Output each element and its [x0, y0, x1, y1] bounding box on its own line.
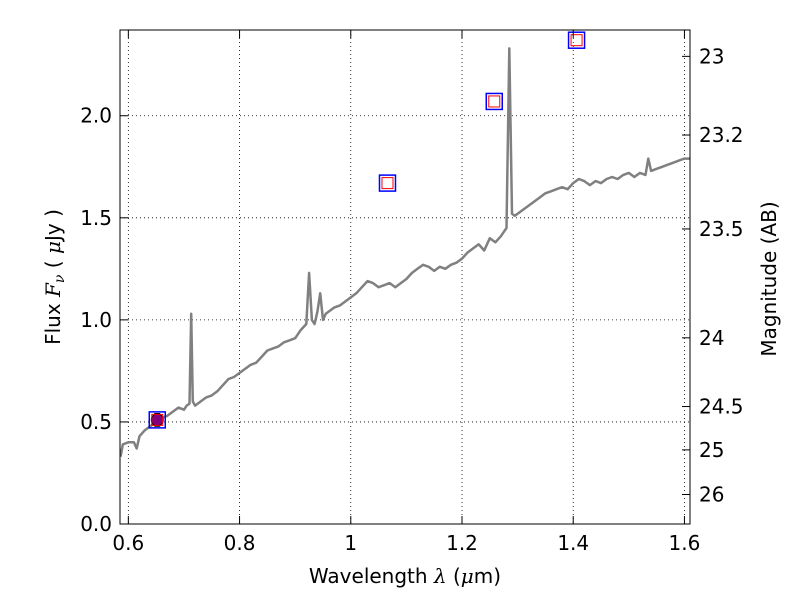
grid-layer — [120, 30, 690, 525]
model-photometry-marker — [151, 413, 164, 426]
plot-frame — [119, 29, 691, 525]
y2-tick-label: 23.2 — [699, 123, 744, 147]
y2-tick-label: 26 — [699, 482, 724, 506]
x-axis-label: Wavelength λ (μm) — [309, 564, 501, 588]
y2-tick-label: 24 — [699, 326, 724, 350]
x-tick-label: 0.8 — [224, 531, 256, 555]
y2-tick-label: 25 — [699, 438, 724, 462]
y-axis-label: Flux Fν ( μJy ) — [41, 209, 68, 345]
y2-tick-label: 24.5 — [699, 395, 744, 419]
x-tick-label: 1.2 — [446, 531, 478, 555]
spectrum-line — [119, 47, 690, 457]
model-photometry-marker — [570, 34, 583, 47]
photometry-marker — [485, 92, 504, 111]
y-tick-label: 1.0 — [80, 308, 112, 332]
model-photometry-marker — [488, 95, 501, 108]
y2-tick-label: 23.5 — [699, 217, 744, 241]
x-tick-label: 0.6 — [112, 531, 144, 555]
y-tick-label: 0.5 — [80, 410, 112, 434]
y-tick-label: 2.0 — [80, 104, 112, 128]
photometry-marker — [567, 31, 586, 49]
measured-point — [150, 413, 164, 427]
y-tick-label: 1.5 — [80, 206, 112, 230]
y-tick-label: 0.0 — [80, 512, 112, 536]
spectrum-layer — [119, 47, 690, 457]
photometry-marker — [378, 174, 397, 192]
ticks-layer: 0.6 0.8 1 1.2 1.4 1.6 0.0 0.5 1.0 1.5 2.0 23 23.2 23.… — [80, 30, 744, 555]
x-tick-label: 1 — [344, 531, 357, 555]
x-tick-label: 1.6 — [669, 531, 701, 555]
photometry-layer — [148, 31, 586, 429]
y2-axis-label: Magnitude (AB) — [757, 201, 781, 356]
model-photometry-marker — [381, 177, 394, 190]
photometry-marker — [148, 411, 167, 429]
y2-tick-label: 23 — [699, 44, 724, 68]
x-tick-label: 1.4 — [557, 531, 589, 555]
